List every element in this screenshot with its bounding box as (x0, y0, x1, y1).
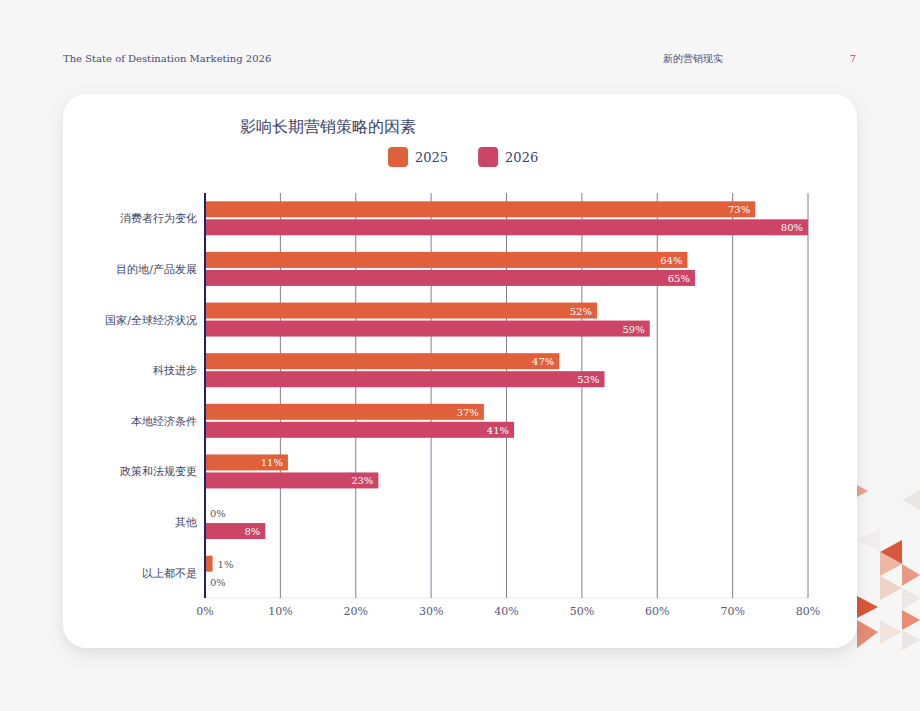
header-title: The State of Destination Marketing 2026 (63, 53, 271, 64)
decor-triangle (902, 610, 920, 630)
y-axis-line (204, 193, 206, 598)
tick-label: 60% (645, 605, 669, 618)
legend-label: 2026 (505, 150, 538, 165)
data-label: 11% (261, 457, 283, 468)
data-label: 1% (218, 559, 234, 570)
data-labels: 73% 80% 64% 65% 52% 59% 47% 53% 37% 41% 11% 23% 0% 8%… (210, 204, 803, 587)
data-label: 73% (728, 204, 750, 215)
x-axis-line (205, 598, 808, 599)
bar (205, 371, 604, 387)
bar (205, 252, 687, 268)
data-label: 0% (210, 508, 226, 519)
category-label: 国家/全球经济状况 (105, 314, 197, 327)
header-section: 新的营销现实 (663, 53, 723, 64)
legend-swatch (388, 147, 408, 167)
bar (205, 201, 755, 217)
legend-label: 2025 (415, 150, 448, 165)
decor-triangle (902, 588, 920, 610)
bar (205, 219, 808, 235)
bar (205, 404, 484, 420)
bar (205, 472, 378, 488)
category-label: 其他 (175, 516, 197, 529)
decoration (857, 485, 920, 650)
bar (205, 321, 650, 337)
grid-line (205, 193, 206, 598)
data-label: 8% (244, 526, 260, 537)
category-label: 消费者行为变化 (120, 212, 197, 225)
data-label: 37% (457, 407, 479, 418)
data-label: 23% (351, 475, 373, 486)
decor-triangle (902, 564, 920, 586)
grid: 0% 10% 20% 30% 40% 50% 60% 70% 80% (196, 193, 820, 618)
bar (205, 270, 695, 286)
tick-label: 20% (344, 605, 368, 618)
data-label: 41% (487, 425, 509, 436)
decor-triangle (880, 620, 902, 644)
bar (205, 422, 514, 438)
category-label: 政策和法规变更 (120, 465, 197, 478)
bars (205, 201, 808, 571)
legend: 2025 2026 (388, 147, 538, 167)
page: The State of Destination Marketing 2026 新… (0, 0, 920, 711)
tick-label: 70% (720, 605, 744, 618)
decor-triangle (857, 528, 880, 552)
category-label: 目的地/产品发展 (116, 263, 197, 276)
tick-label: 50% (570, 605, 594, 618)
chart-title: 影响长期营销策略的因素 (240, 117, 416, 136)
bar (205, 523, 265, 539)
tick-label: 0% (196, 605, 213, 618)
data-label: 53% (577, 374, 599, 385)
data-label: 80% (781, 222, 803, 233)
decor-triangle (902, 490, 920, 510)
decor-triangle (857, 485, 868, 497)
decor-triangle (880, 552, 902, 576)
category-label: 以上都不是 (142, 567, 197, 580)
data-label: 59% (622, 324, 644, 335)
decor-triangle (857, 620, 878, 648)
page-number: 7 (850, 53, 856, 64)
tick-label: 10% (268, 605, 292, 618)
card (63, 94, 857, 648)
data-label: 52% (570, 306, 592, 317)
decor-triangle (902, 630, 920, 650)
bar (205, 556, 213, 572)
bar (205, 303, 597, 319)
decor-triangle (857, 596, 878, 618)
data-label: 0% (210, 577, 226, 588)
bar (205, 353, 559, 369)
bar (205, 454, 288, 470)
decor-triangle (880, 576, 902, 600)
category-label: 本地经济条件 (131, 415, 197, 428)
category-label: 科技进步 (153, 364, 197, 377)
legend-swatch (478, 147, 498, 167)
data-label: 47% (532, 356, 554, 367)
data-label: 65% (668, 273, 690, 284)
data-label: 64% (660, 255, 682, 266)
grid-line (808, 193, 809, 598)
tick-label: 40% (494, 605, 518, 618)
tick-label: 30% (419, 605, 443, 618)
tick-label: 80% (796, 605, 820, 618)
grid-line (732, 193, 733, 598)
